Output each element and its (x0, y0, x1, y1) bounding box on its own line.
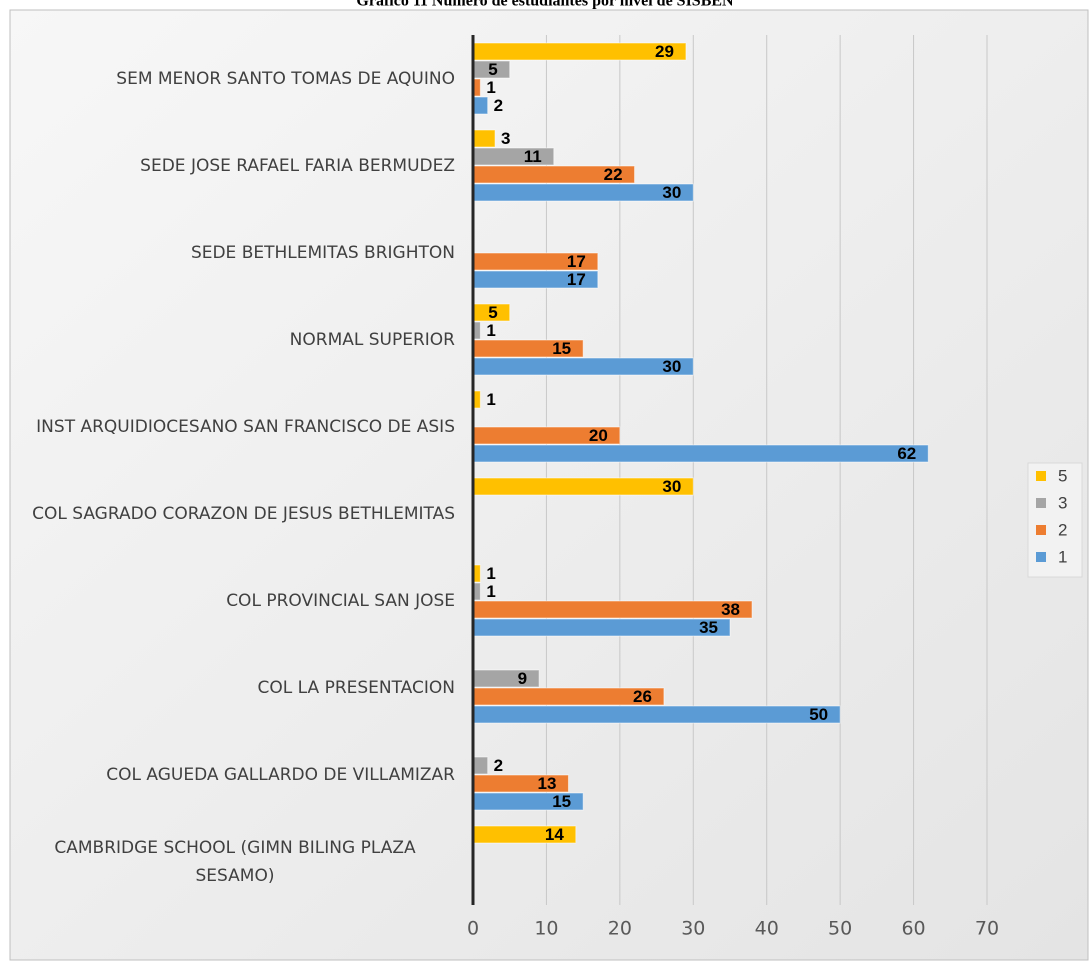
y-tick-label: NORMAL SUPERIOR (10, 296, 455, 383)
bar (472, 357, 694, 376)
bar (472, 444, 929, 463)
data-label: 22 (604, 165, 623, 184)
legend-swatch (1036, 471, 1046, 481)
data-label: 15 (552, 339, 571, 358)
x-tick-label: 40 (755, 918, 779, 940)
x-tick-label: 60 (901, 918, 925, 940)
bar (472, 618, 731, 637)
data-label: 5 (488, 303, 497, 322)
legend-label: 1 (1058, 547, 1067, 566)
data-label: 1 (486, 78, 495, 97)
data-label: 3 (501, 129, 510, 148)
data-label: 1 (486, 321, 495, 340)
chart-title: Gráfico 11 Número de estudiantes por niv… (356, 0, 734, 10)
y-tick-label: COL LA PRESENTACION (10, 644, 455, 731)
data-label: 20 (589, 426, 608, 445)
data-label: 30 (662, 477, 681, 496)
category-text: SEDE BETHLEMITAS BRIGHTON (190, 242, 455, 263)
legend-swatch (1036, 552, 1046, 562)
data-label: 1 (486, 582, 495, 601)
data-label: 29 (655, 42, 674, 61)
data-label: 17 (567, 270, 586, 289)
data-label: 15 (552, 792, 571, 811)
bar (472, 600, 753, 619)
category-text: SEM MENOR SANTO TOMAS DE AQUINO (116, 68, 455, 89)
bar (472, 477, 694, 496)
category-text: NORMAL SUPERIOR (289, 329, 455, 350)
y-tick-label: SEDE BETHLEMITAS BRIGHTON (10, 209, 455, 296)
y-tick-label: COL SAGRADO CORAZON DE JESUS BETHLEMITAS (10, 470, 455, 557)
y-tick-label: CAMBRIDGE SCHOOL (GIMN BILING PLAZA SESA… (10, 818, 455, 905)
category-text: COL PROVINCIAL SAN JOSE (226, 590, 455, 611)
data-label: 1 (486, 390, 495, 409)
bar (472, 756, 489, 775)
y-tick-label: SEM MENOR SANTO TOMAS DE AQUINO (10, 35, 455, 122)
legend-swatch (1036, 498, 1046, 508)
x-tick-label: 50 (828, 918, 852, 940)
bar (472, 42, 687, 61)
legend-label: 3 (1058, 493, 1067, 512)
y-tick-label: INST ARQUIDIOCESANO SAN FRANCISCO DE ASI… (10, 383, 455, 470)
data-label: 14 (545, 825, 564, 844)
category-text: COL AGUEDA GALLARDO DE VILLAMIZAR (106, 764, 455, 785)
bar (472, 669, 540, 688)
data-label: 26 (633, 687, 652, 706)
data-label: 38 (721, 600, 740, 619)
category-text: COL SAGRADO CORAZON DE JESUS BETHLEMITAS (32, 503, 455, 524)
category-text: CAMBRIDGE SCHOOL (GIMN BILING PLAZA SESA… (54, 837, 416, 886)
category-text: INST ARQUIDIOCESANO SAN FRANCISCO DE ASI… (36, 416, 455, 437)
legend-label: 5 (1058, 466, 1067, 485)
data-label: 11 (524, 147, 542, 166)
data-label: 13 (538, 774, 557, 793)
x-tick-label: 20 (608, 918, 632, 940)
data-label: 2 (494, 96, 503, 115)
legend-swatch (1036, 525, 1046, 535)
data-label: 5 (488, 60, 497, 79)
y-tick-label: SEDE JOSE RAFAEL FARIA BERMUDEZ (10, 122, 455, 209)
x-tick-label: 0 (467, 918, 479, 940)
legend-label: 2 (1058, 520, 1067, 539)
data-label: 50 (809, 705, 828, 724)
data-label: 9 (518, 669, 527, 688)
bar (472, 183, 694, 202)
data-label: 62 (897, 444, 916, 463)
data-label: 17 (567, 252, 586, 271)
bar (472, 129, 496, 148)
bar (472, 705, 841, 724)
data-label: 35 (699, 618, 718, 637)
x-tick-label: 70 (975, 918, 999, 940)
x-tick-label: 30 (681, 918, 705, 940)
bar (472, 96, 489, 115)
data-label: 1 (486, 564, 495, 583)
category-text: SEDE JOSE RAFAEL FARIA BERMUDEZ (140, 155, 455, 176)
data-label: 30 (662, 183, 681, 202)
data-label: 2 (494, 756, 503, 775)
data-label: 30 (662, 357, 681, 376)
y-tick-label: COL AGUEDA GALLARDO DE VILLAMIZAR (10, 731, 455, 818)
y-tick-label: COL PROVINCIAL SAN JOSE (10, 557, 455, 644)
category-text: COL LA PRESENTACION (257, 677, 455, 698)
x-tick-label: 10 (534, 918, 558, 940)
